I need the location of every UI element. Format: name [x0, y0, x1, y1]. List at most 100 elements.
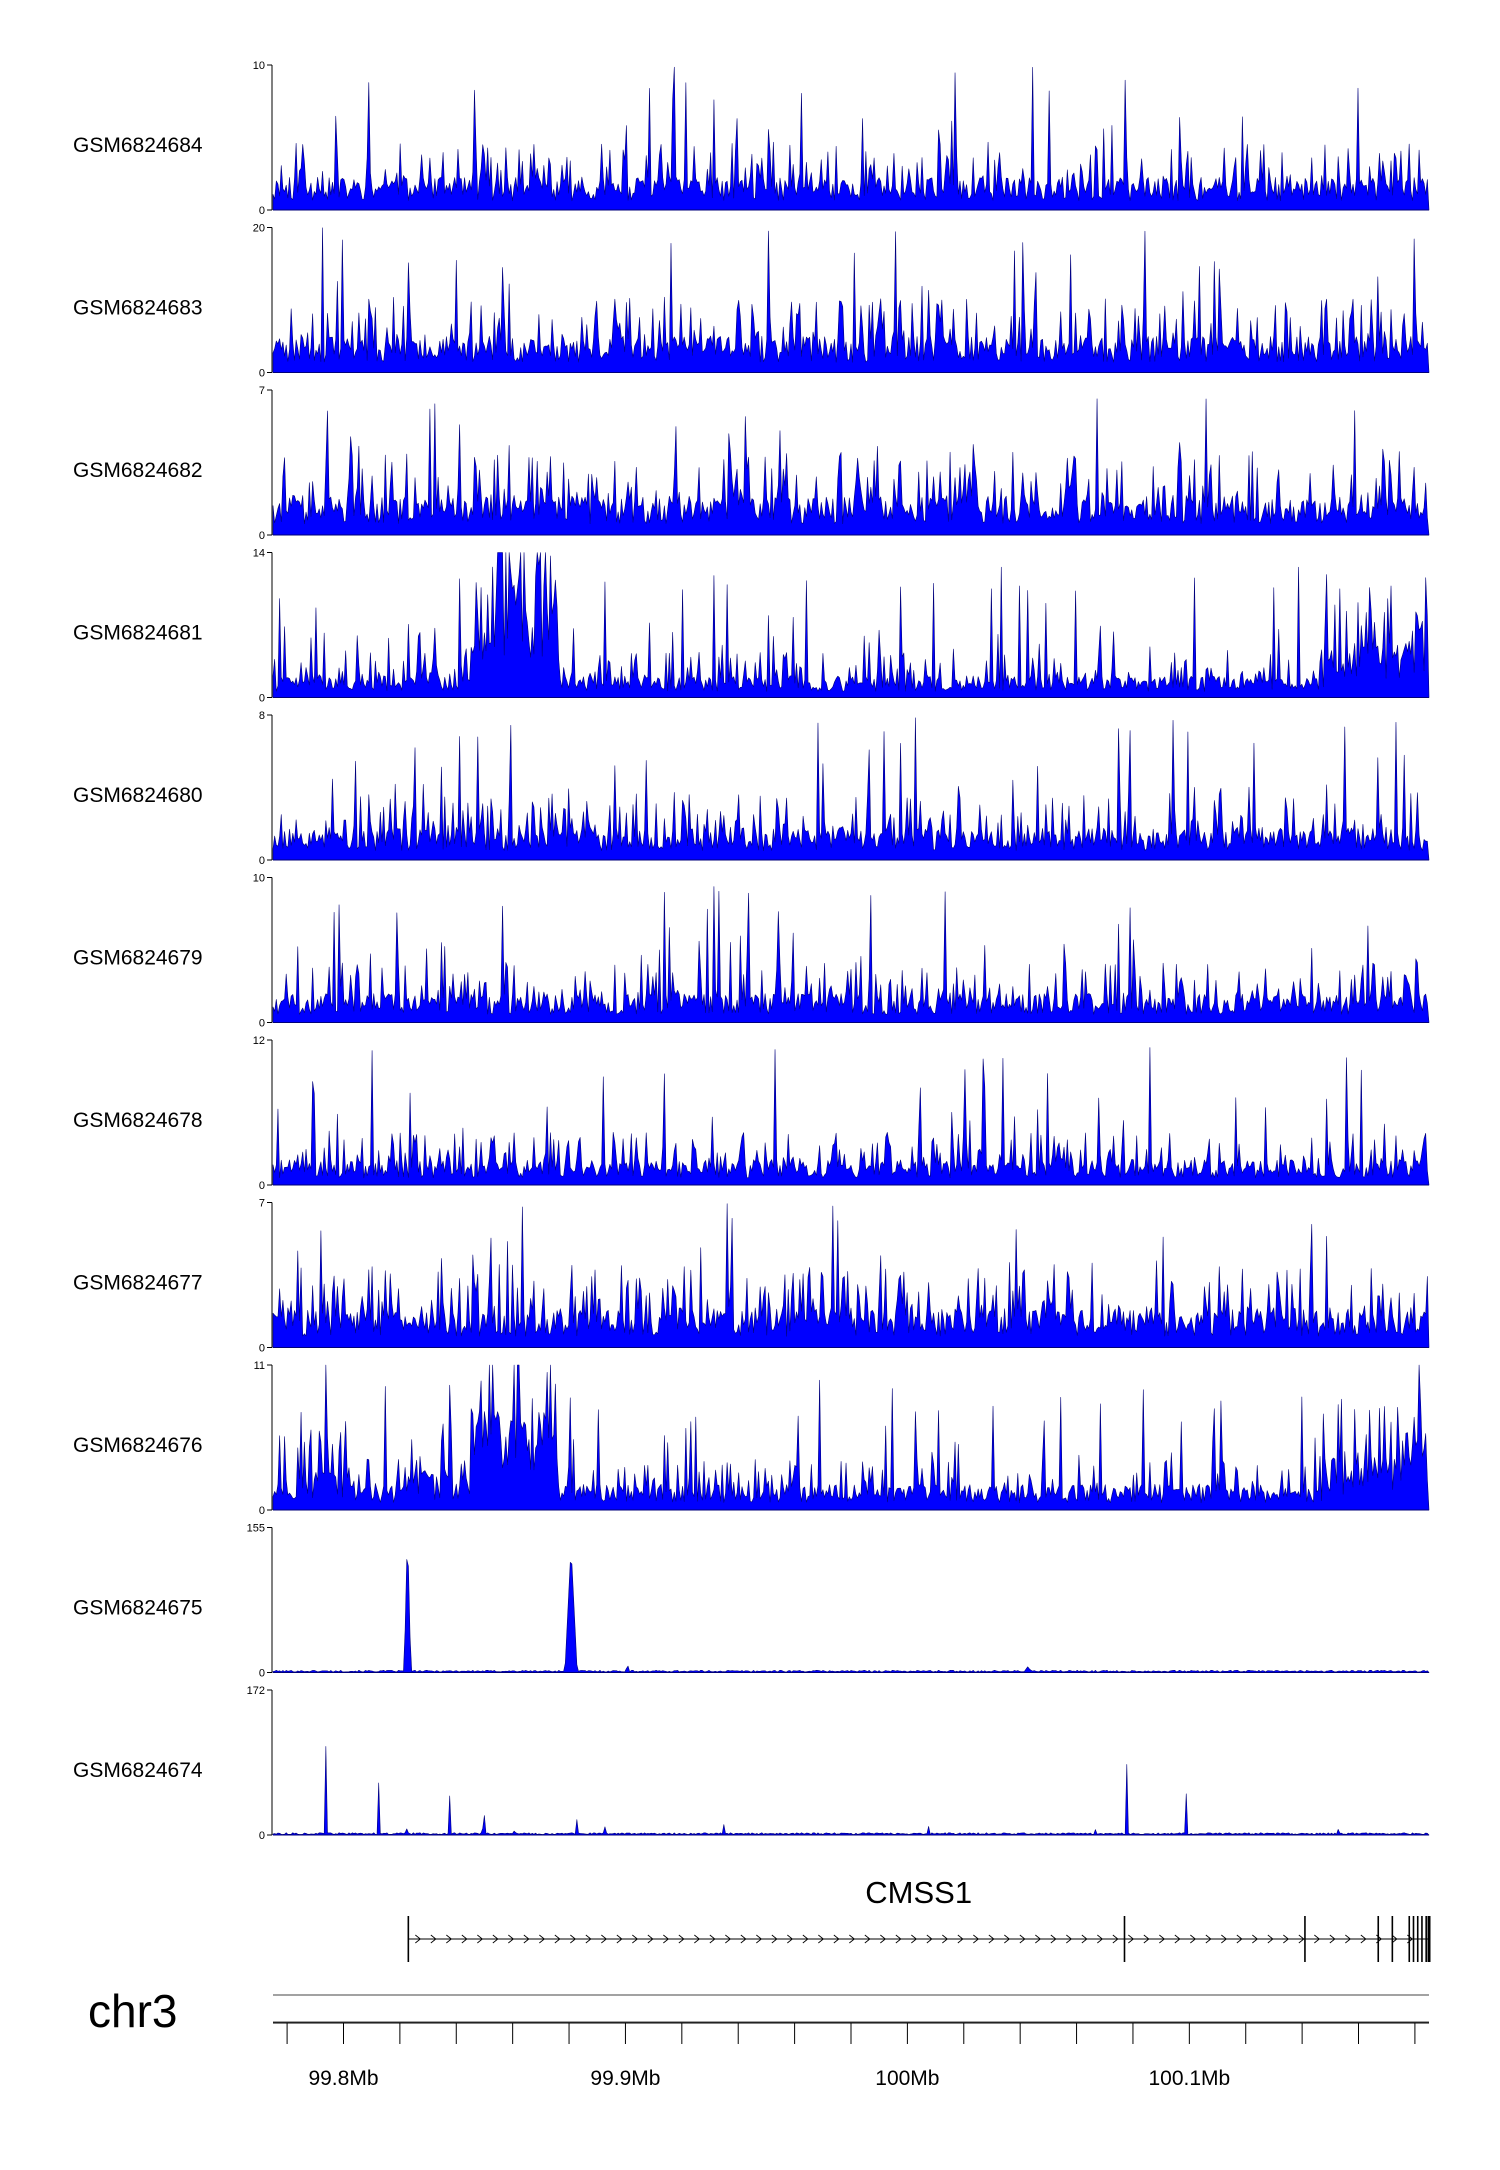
strand-arrow — [1221, 1934, 1228, 1944]
strand-arrow — [1035, 1934, 1042, 1944]
strand-arrow — [1050, 1934, 1057, 1944]
strand-arrow — [1097, 1934, 1104, 1944]
strand-arrow — [911, 1934, 918, 1944]
track-label: GSM6824680 — [73, 784, 203, 807]
strand-arrow — [663, 1934, 670, 1944]
y-min-label: 0 — [259, 693, 265, 705]
strand-arrow — [523, 1934, 530, 1944]
strand-arrow — [1174, 1934, 1181, 1944]
gene-name-label: CMSS1 — [865, 1875, 972, 1910]
y-max-label: 7 — [259, 385, 265, 397]
track-label: GSM6824682 — [73, 459, 203, 482]
strand-arrow — [942, 1934, 949, 1944]
y-max-label: 12 — [253, 1035, 265, 1047]
track-GSM6824681: GSM6824681 14 0 — [73, 548, 1430, 705]
strand-arrow — [694, 1934, 701, 1944]
strand-arrow — [647, 1934, 654, 1944]
strand-arrow — [1159, 1934, 1166, 1944]
strand-arrow — [988, 1934, 995, 1944]
strand-arrow — [508, 1934, 515, 1944]
strand-arrow — [492, 1934, 499, 1944]
strand-arrow — [1283, 1934, 1290, 1944]
track-GSM6824675: GSM6824675 155 0 — [73, 1523, 1430, 1680]
strand-arrow — [895, 1934, 902, 1944]
strand-arrow — [1252, 1934, 1259, 1944]
signal-area — [272, 1559, 1430, 1673]
y-min-label: 0 — [259, 530, 265, 542]
track-GSM6824683: GSM6824683 20 0 — [73, 223, 1430, 380]
strand-arrow — [973, 1934, 980, 1944]
track-label: GSM6824675 — [73, 1596, 203, 1619]
strand-arrow — [1190, 1934, 1197, 1944]
y-max-label: 172 — [247, 1685, 265, 1697]
strand-arrow — [1360, 1934, 1367, 1944]
strand-arrow — [864, 1934, 871, 1944]
y-max-label: 10 — [253, 873, 265, 885]
track-label: GSM6824679 — [73, 946, 203, 969]
strand-arrow — [1066, 1934, 1073, 1944]
signal-area — [272, 886, 1430, 1023]
strand-arrow — [771, 1934, 778, 1944]
signal-area — [272, 1746, 1430, 1836]
strand-arrow — [1205, 1934, 1212, 1944]
y-max-label: 7 — [259, 1198, 265, 1210]
y-min-label: 0 — [259, 368, 265, 380]
strand-arrow — [957, 1934, 964, 1944]
signal-area — [272, 1047, 1430, 1186]
strand-arrow — [1267, 1934, 1274, 1944]
track-GSM6824684: GSM6824684 10 0 — [73, 60, 1430, 217]
strand-arrow — [802, 1934, 809, 1944]
strand-arrow — [585, 1934, 592, 1944]
strand-arrow — [632, 1934, 639, 1944]
strand-arrow — [415, 1934, 422, 1944]
strand-arrow — [756, 1934, 763, 1944]
strand-arrow — [601, 1934, 608, 1944]
signal-area — [272, 552, 1430, 698]
strand-arrow — [1298, 1934, 1305, 1944]
strand-arrow — [1345, 1934, 1352, 1944]
strand-arrow — [1329, 1934, 1336, 1944]
signal-area — [272, 66, 1430, 211]
strand-arrow — [678, 1934, 685, 1944]
y-min-label: 0 — [259, 1668, 265, 1680]
track-label: GSM6824674 — [73, 1759, 203, 1782]
strand-arrow — [1143, 1934, 1150, 1944]
strand-arrow — [1236, 1934, 1243, 1944]
signal-area — [272, 1203, 1430, 1348]
track-label: GSM6824684 — [73, 134, 203, 157]
strand-arrow — [709, 1934, 716, 1944]
y-max-label: 8 — [259, 710, 265, 722]
track-GSM6824678: GSM6824678 12 0 — [73, 1035, 1430, 1192]
y-max-label: 10 — [253, 60, 265, 72]
y-max-label: 155 — [247, 1523, 265, 1535]
track-label: GSM6824678 — [73, 1109, 203, 1132]
y-min-label: 0 — [259, 1830, 265, 1842]
strand-arrow — [570, 1934, 577, 1944]
track-label: GSM6824677 — [73, 1271, 203, 1294]
axis-tick-label: 100Mb — [875, 2067, 939, 2090]
signal-area — [272, 717, 1430, 861]
track-GSM6824674: GSM6824674 172 0 — [73, 1685, 1430, 1842]
axis-tick-label: 99.9Mb — [590, 2067, 660, 2090]
strand-arrow — [725, 1934, 732, 1944]
strand-arrow — [616, 1934, 623, 1944]
y-max-label: 14 — [253, 548, 265, 560]
strand-arrow — [539, 1934, 546, 1944]
strand-arrow — [1128, 1934, 1135, 1944]
strand-arrow — [1081, 1934, 1088, 1944]
track-GSM6824682: GSM6824682 7 0 — [73, 385, 1430, 542]
strand-arrow — [818, 1934, 825, 1944]
y-min-label: 0 — [259, 1018, 265, 1030]
signal-area — [272, 227, 1430, 373]
signal-area — [272, 398, 1430, 536]
track-label: GSM6824683 — [73, 296, 203, 319]
chromosome-ideogram: chr3 — [88, 1985, 1429, 2037]
strand-arrow — [461, 1934, 468, 1944]
strand-arrow — [1391, 1934, 1398, 1944]
axis-tick-label: 100.1Mb — [1148, 2067, 1230, 2090]
signal-area — [272, 1364, 1430, 1511]
strand-arrow — [926, 1934, 933, 1944]
y-min-label: 0 — [259, 1505, 265, 1517]
track-GSM6824677: GSM6824677 7 0 — [73, 1198, 1430, 1355]
axis-tick-label: 99.8Mb — [308, 2067, 378, 2090]
